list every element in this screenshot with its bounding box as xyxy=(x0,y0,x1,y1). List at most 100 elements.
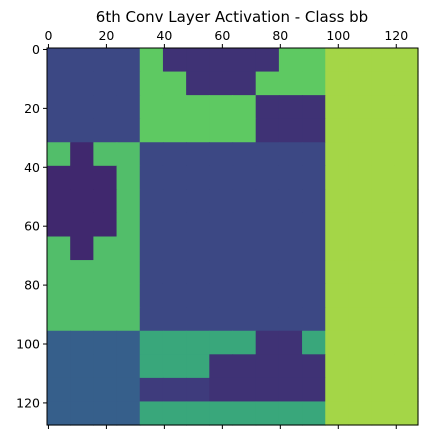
heatmap-cell xyxy=(233,166,257,190)
heatmap-cell xyxy=(70,95,94,119)
heatmap-cell xyxy=(395,331,419,355)
heatmap-cell xyxy=(256,354,280,378)
heatmap-cell xyxy=(279,166,303,190)
heatmap-cell xyxy=(372,331,396,355)
heatmap-cell xyxy=(163,119,187,143)
heatmap-cell xyxy=(140,354,164,378)
heatmap-cell xyxy=(372,142,396,166)
heatmap-cell xyxy=(209,331,233,355)
heatmap-cell xyxy=(140,166,164,190)
heatmap-cell xyxy=(279,189,303,213)
heatmap-cell xyxy=(302,72,326,96)
heatmap-cell xyxy=(47,95,71,119)
heatmap-cell xyxy=(256,307,280,331)
y-tick-label: 80 xyxy=(24,278,40,293)
heatmap-cell xyxy=(163,95,187,119)
heatmap-cell xyxy=(186,284,210,308)
heatmap-cell xyxy=(117,260,141,284)
heatmap-cell xyxy=(47,307,71,331)
x-tick-label: 0 xyxy=(44,28,52,43)
heatmap-cell xyxy=(395,307,419,331)
heatmap-cell xyxy=(140,48,164,72)
heatmap-cell xyxy=(70,260,94,284)
heatmap-cell xyxy=(186,189,210,213)
heatmap-cell xyxy=(163,307,187,331)
y-tick-label: 40 xyxy=(24,160,40,175)
heatmap-cell xyxy=(348,237,372,261)
heatmap-cell xyxy=(348,378,372,402)
heatmap-cell xyxy=(302,401,326,425)
heatmap-cell xyxy=(70,354,94,378)
heatmap-cell xyxy=(395,213,419,237)
heatmap-cell xyxy=(47,378,71,402)
heatmap-cell xyxy=(325,401,349,425)
heatmap-cell xyxy=(117,237,141,261)
heatmap-cell xyxy=(256,48,280,72)
heatmap-cell xyxy=(163,213,187,237)
heatmap-cell xyxy=(372,284,396,308)
heatmap-cell xyxy=(233,189,257,213)
heatmap-cell xyxy=(302,260,326,284)
heatmap-cell xyxy=(117,284,141,308)
heatmap-cell xyxy=(395,142,419,166)
heatmap-cell xyxy=(372,72,396,96)
heatmap-cell xyxy=(140,95,164,119)
heatmap-cell xyxy=(209,95,233,119)
heatmap-cell xyxy=(47,189,71,213)
heatmap-cell xyxy=(70,331,94,355)
heatmap-cell xyxy=(163,378,187,402)
heatmap-cell xyxy=(70,237,94,261)
heatmap-cell xyxy=(93,378,117,402)
heatmap-cell xyxy=(209,354,233,378)
heatmap-cell xyxy=(348,142,372,166)
heatmap-cell xyxy=(233,48,257,72)
heatmap-cell xyxy=(93,307,117,331)
x-tick-label: 120 xyxy=(384,28,408,43)
heatmap-cell xyxy=(348,166,372,190)
heatmap-cell xyxy=(117,95,141,119)
heatmap-cell xyxy=(140,260,164,284)
heatmap-cell xyxy=(256,72,280,96)
heatmap-cell xyxy=(395,48,419,72)
heatmap-cell xyxy=(70,48,94,72)
heatmap-cell xyxy=(395,237,419,261)
heatmap-cell xyxy=(372,189,396,213)
heatmap-cell xyxy=(395,95,419,119)
heatmap-cell xyxy=(279,119,303,143)
heatmap-cell xyxy=(233,72,257,96)
heatmap-cell xyxy=(70,166,94,190)
heatmap-cell xyxy=(140,401,164,425)
heatmap-cell xyxy=(47,213,71,237)
heatmap-cell xyxy=(372,119,396,143)
heatmap-cell xyxy=(163,189,187,213)
heatmap-cell xyxy=(117,48,141,72)
heatmap-cell xyxy=(279,237,303,261)
heatmap-cell xyxy=(70,72,94,96)
heatmap-cell xyxy=(186,213,210,237)
heatmap-cell xyxy=(233,142,257,166)
heatmap-cell xyxy=(186,260,210,284)
heatmap-cell xyxy=(47,331,71,355)
heatmap-cell xyxy=(93,166,117,190)
heatmap-cell xyxy=(233,260,257,284)
heatmap-cell xyxy=(117,142,141,166)
heatmap-cell xyxy=(186,237,210,261)
heatmap-cell xyxy=(93,142,117,166)
heatmap-cell xyxy=(325,237,349,261)
heatmap-cell xyxy=(47,401,71,425)
y-tick-label: 100 xyxy=(16,337,40,352)
heatmap-cell xyxy=(233,307,257,331)
y-tick-label: 20 xyxy=(24,101,40,116)
heatmap-cell xyxy=(256,378,280,402)
heatmap-cell xyxy=(395,189,419,213)
heatmap-cell xyxy=(325,354,349,378)
heatmap-cell xyxy=(163,142,187,166)
heatmap-cell xyxy=(117,166,141,190)
heatmap-cell xyxy=(302,284,326,308)
heatmap-cell xyxy=(47,354,71,378)
heatmap-cell xyxy=(348,401,372,425)
heatmap-cell xyxy=(117,331,141,355)
heatmap-cell xyxy=(93,401,117,425)
heatmap-cells xyxy=(47,48,419,426)
